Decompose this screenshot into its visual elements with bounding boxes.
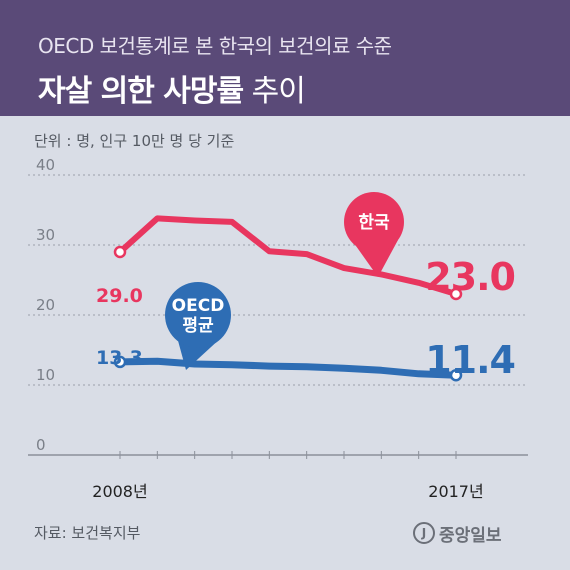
chart-subtitle: OECD 보건통계로 본 한국의 보건의료 수준 xyxy=(38,34,392,58)
publisher-logo: J 중앙일보 xyxy=(413,520,502,546)
start-value-label: 13.3 xyxy=(96,347,143,369)
end-value-label: 23.0 xyxy=(425,255,515,299)
y-tick-label: 30 xyxy=(36,226,55,244)
start-value-label: 29.0 xyxy=(96,285,143,307)
oecd-callout-label: OECD xyxy=(172,296,225,316)
y-tick-label: 20 xyxy=(36,296,55,314)
data-point xyxy=(113,245,127,259)
korea-callout-bubble xyxy=(344,192,404,252)
series-line-oecd xyxy=(116,357,460,379)
y-tick-label: 10 xyxy=(36,366,55,384)
end-value-label: 11.4 xyxy=(425,338,515,382)
unit-label: 단위 : 명, 인구 10만 명 당 기준 xyxy=(34,132,235,150)
series-line-korea xyxy=(117,215,459,297)
logo-text: 중앙일보 xyxy=(439,525,502,546)
x-tick-label: 2017년 xyxy=(428,482,483,501)
data-point xyxy=(449,368,463,382)
data-point xyxy=(113,355,127,369)
chart-title-rest: 추이 xyxy=(251,74,306,109)
y-tick-label: 0 xyxy=(36,436,46,454)
chart-title: 자살 의한 사망률 추이 xyxy=(38,66,306,110)
logo-mark: J xyxy=(413,522,435,544)
y-tick-label: 40 xyxy=(36,156,55,174)
data-point xyxy=(449,287,463,301)
x-tick-label: 2008년 xyxy=(92,482,147,501)
oecd-callout-bubble xyxy=(165,282,231,348)
chart-title-strong: 자살 의한 사망률 xyxy=(38,74,244,109)
source-label: 자료: 보건복지부 xyxy=(34,524,141,542)
korea-callout-label: 한국 xyxy=(358,213,390,233)
oecd-callout-label: 평균 xyxy=(182,316,214,336)
header-banner: OECD 보건통계로 본 한국의 보건의료 수준 자살 의한 사망률 추이 xyxy=(0,0,570,116)
